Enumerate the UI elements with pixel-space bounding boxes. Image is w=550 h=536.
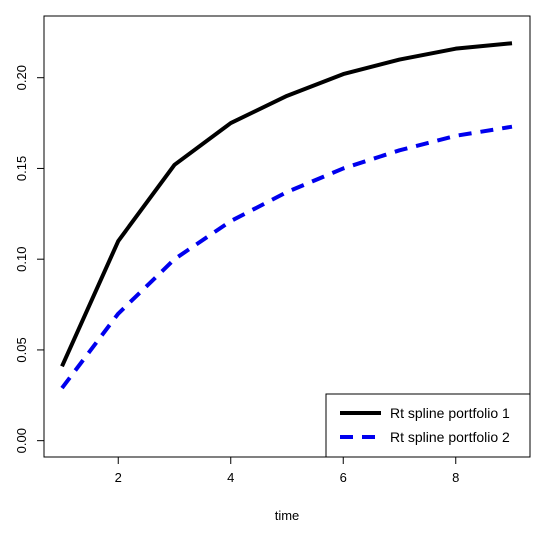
y-tick-label: 0.10 — [14, 247, 29, 272]
legend-label-1: Rt spline portfolio 1 — [390, 405, 510, 421]
legend: Rt spline portfolio 1 Rt spline portfolio… — [325, 393, 531, 458]
y-tick-label: 0.00 — [14, 428, 29, 453]
y-axis: 0.00 0.05 0.10 0.15 0.20 — [14, 65, 44, 453]
y-tick-label: 0.20 — [14, 65, 29, 90]
y-tick-label: 0.05 — [14, 337, 29, 362]
x-tick-label: 6 — [340, 470, 347, 485]
legend-box — [325, 393, 531, 458]
x-axis: 2 4 6 8 — [115, 457, 459, 485]
x-tick-label: 4 — [227, 470, 234, 485]
series-line-2 — [60, 124, 513, 390]
x-tick-label: 8 — [452, 470, 459, 485]
x-tick-label: 2 — [115, 470, 122, 485]
y-tick-label: 0.15 — [14, 156, 29, 181]
plot-frame — [43, 15, 531, 458]
series-layer — [60, 41, 513, 390]
x-axis-label: time — [275, 508, 300, 523]
legend-label-2: Rt spline portfolio 2 — [390, 429, 510, 445]
series-line-1 — [60, 41, 513, 368]
